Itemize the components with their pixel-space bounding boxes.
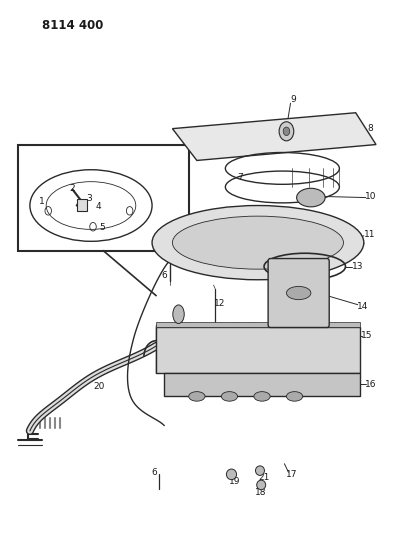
Circle shape [279, 122, 293, 141]
Text: 10: 10 [364, 192, 376, 201]
Text: 8: 8 [366, 124, 372, 133]
Bar [18, 144, 188, 251]
Text: 3: 3 [86, 194, 92, 203]
Ellipse shape [173, 305, 184, 324]
Circle shape [283, 127, 289, 135]
Text: 4: 4 [95, 201, 101, 211]
Ellipse shape [286, 286, 310, 300]
Text: 19: 19 [228, 477, 240, 486]
Ellipse shape [226, 469, 236, 480]
Text: 18: 18 [172, 318, 184, 327]
Ellipse shape [256, 480, 265, 490]
Ellipse shape [221, 392, 237, 401]
Polygon shape [164, 373, 359, 397]
Text: 20: 20 [93, 382, 105, 391]
Text: 21: 21 [258, 473, 269, 482]
Polygon shape [156, 322, 359, 327]
Text: 8114 400: 8114 400 [42, 19, 103, 32]
Ellipse shape [255, 466, 264, 475]
Text: 15: 15 [360, 331, 372, 340]
Polygon shape [156, 327, 359, 373]
Text: 9: 9 [290, 95, 295, 104]
Text: 13: 13 [351, 262, 362, 271]
Text: 2: 2 [70, 183, 75, 192]
Text: 14: 14 [356, 302, 368, 311]
Ellipse shape [172, 216, 343, 269]
Text: 11: 11 [363, 230, 375, 239]
Bar [76, 199, 87, 211]
Ellipse shape [286, 392, 302, 401]
Text: 16: 16 [364, 379, 376, 389]
Text: 6: 6 [162, 271, 167, 280]
Polygon shape [172, 113, 375, 160]
Ellipse shape [296, 188, 324, 207]
Ellipse shape [152, 206, 363, 280]
Ellipse shape [188, 392, 204, 401]
Text: 18: 18 [255, 488, 266, 497]
Text: 6: 6 [151, 468, 157, 477]
Text: 1: 1 [39, 197, 45, 206]
FancyBboxPatch shape [267, 259, 328, 327]
Text: 7: 7 [236, 173, 242, 182]
Text: 17: 17 [285, 470, 297, 479]
Text: 12: 12 [214, 299, 225, 308]
Text: 5: 5 [99, 223, 105, 232]
Ellipse shape [253, 392, 270, 401]
